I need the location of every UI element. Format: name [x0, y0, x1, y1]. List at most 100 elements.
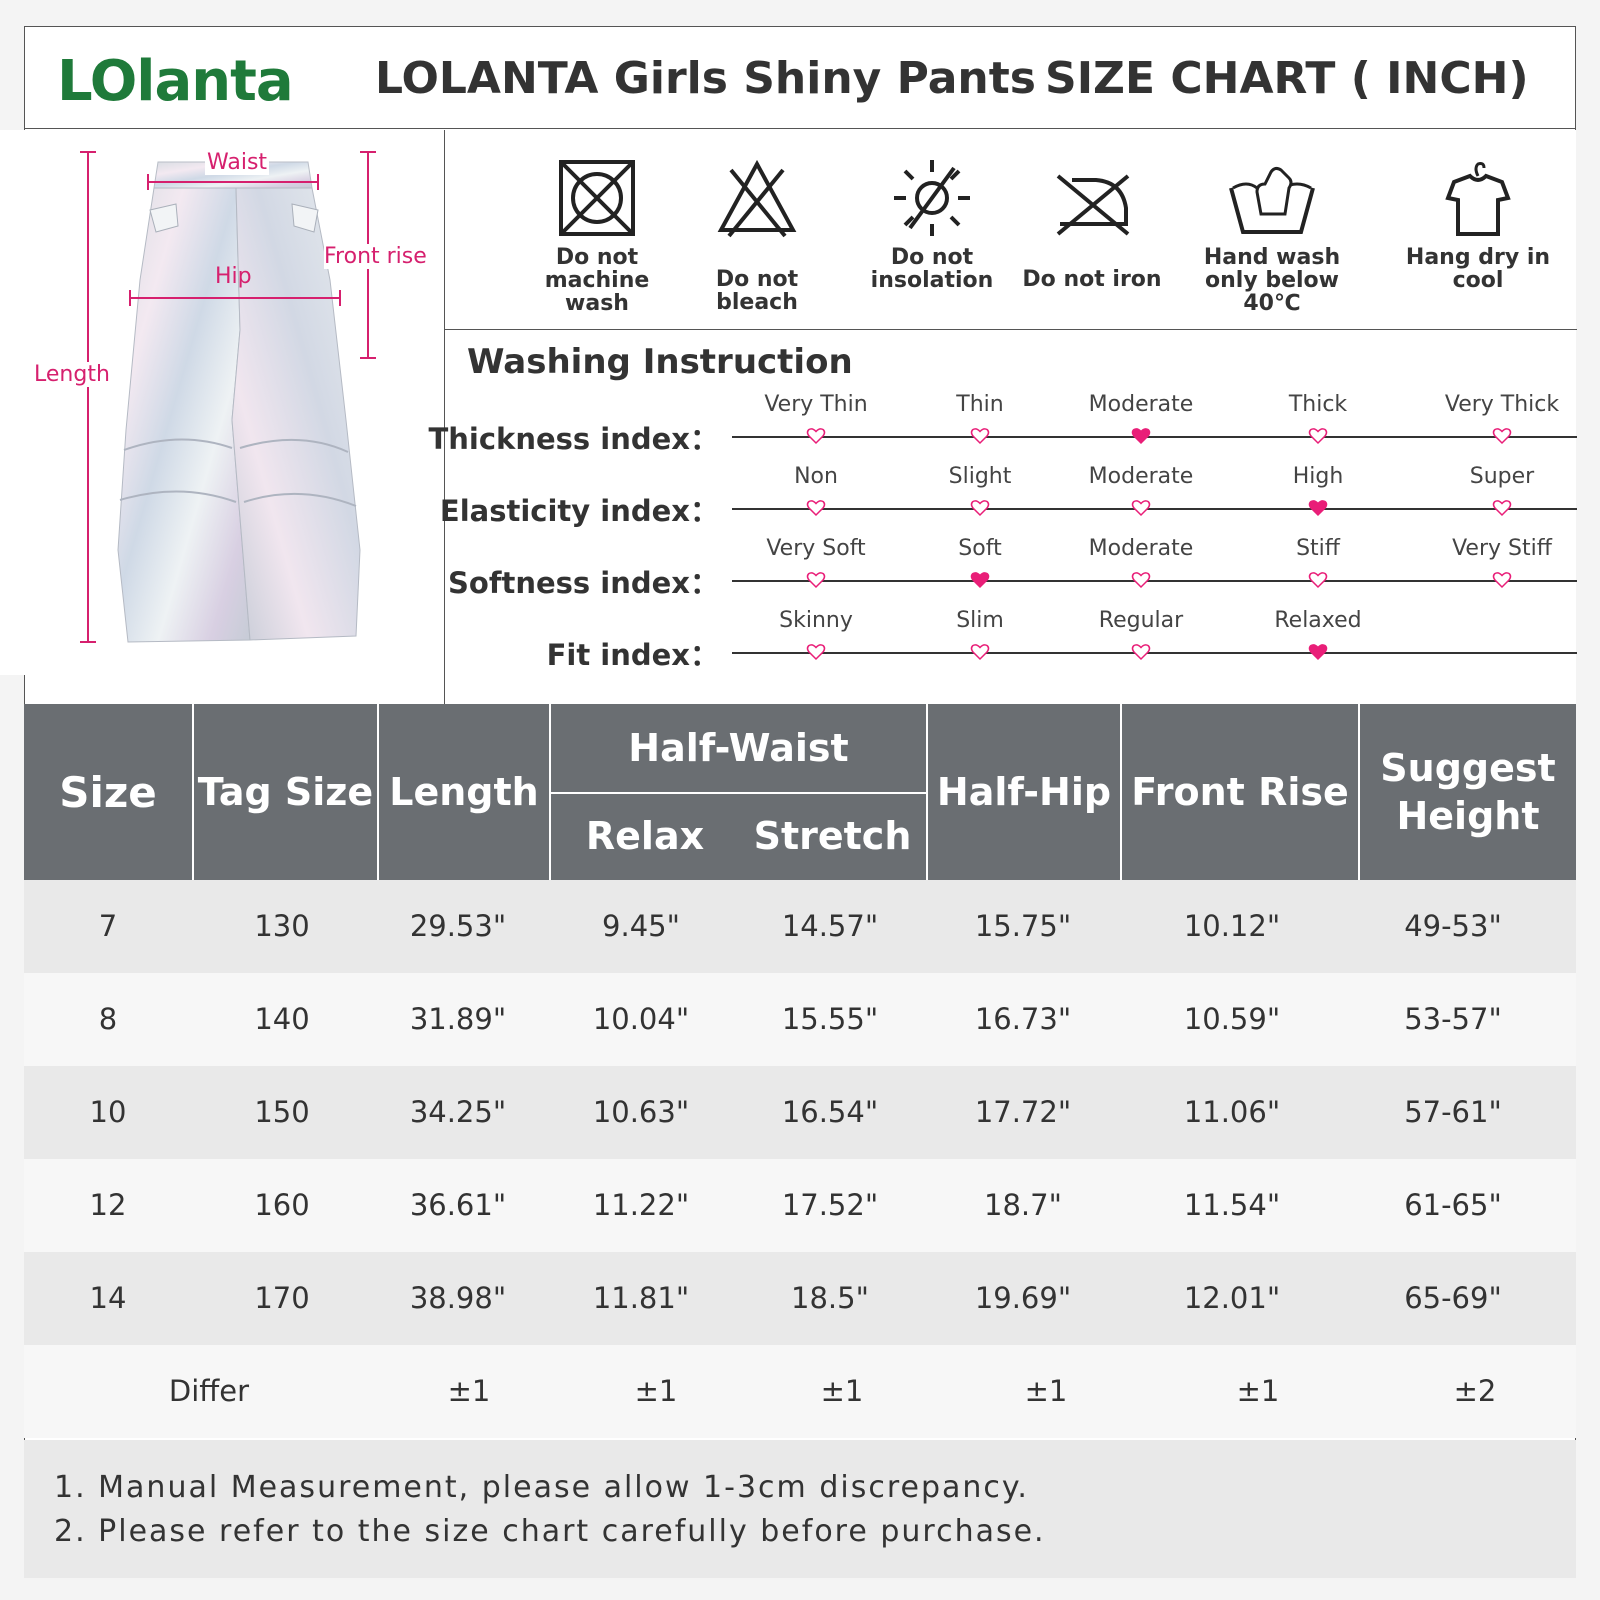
heart-outline-icon — [806, 644, 826, 661]
index-option-label: Super — [1469, 464, 1535, 489]
no-machine-wash-icon — [559, 160, 635, 236]
col-half-waist: Half-Waist — [628, 726, 849, 770]
index-option-label: Slim — [956, 608, 1004, 633]
index-label: Thickness index： — [428, 422, 720, 456]
index-scale-line — [732, 436, 1577, 438]
table-cell: 65-69" — [1404, 1281, 1502, 1315]
table-row: 8 140 31.89" 10.04" 15.55" 16.73" 10.59" 53-57" — [24, 973, 1576, 1066]
index-label: Softness index： — [448, 566, 719, 600]
index-option-label: Moderate — [1088, 392, 1194, 417]
heart-outline-icon — [1492, 500, 1512, 517]
index-option-label: Soft — [958, 536, 1002, 561]
table-cell: 34.25" — [409, 1095, 507, 1129]
heart-outline-icon — [970, 500, 990, 517]
table-cell: 150 — [254, 1095, 310, 1129]
index-option-label: High — [1292, 464, 1344, 489]
table-cell: 8 — [98, 1002, 118, 1036]
index-option-label: Stiff — [1296, 536, 1340, 561]
care-item-hand-wash: Hand wash only below 40℃ — [1187, 158, 1357, 315]
table-cell: 10.59" — [1183, 1002, 1281, 1036]
hang-dry-icon — [1445, 162, 1511, 236]
table-cell: 14.57" — [781, 909, 879, 943]
heart-outline-icon — [1131, 572, 1151, 589]
table-cell: 17.72" — [974, 1095, 1072, 1129]
front-rise-label: Front rise — [324, 244, 427, 269]
care-icons-row: Do not machine wash Do not bleach — [445, 130, 1577, 330]
table-header: Size Tag Size Length Half-Waist Relax St… — [24, 704, 1576, 880]
no-iron-icon — [1056, 174, 1130, 236]
divider — [377, 704, 379, 880]
table-cell: 10.63" — [592, 1095, 690, 1129]
table-cell: 9.45" — [602, 909, 680, 943]
index-option-label: Very Thick — [1444, 392, 1560, 417]
heart-filled-icon — [1308, 644, 1328, 661]
table-cell: 31.89" — [409, 1002, 507, 1036]
table-cell: 170 — [254, 1281, 310, 1315]
index-row: Elasticity index： Non Slight Moderate High Su… — [440, 464, 1577, 534]
index-option-label: Very Soft — [766, 536, 866, 561]
table-cell: 11.06" — [1183, 1095, 1281, 1129]
index-option-label: Thin — [956, 392, 1004, 417]
washing-instruction-title: Washing Instruction — [467, 342, 853, 382]
index-scale-line — [732, 580, 1577, 582]
index-scale-line — [732, 652, 1577, 654]
heart-outline-icon — [1131, 500, 1151, 517]
table-row: 10 150 34.25" 10.63" 16.54" 17.72" 11.06" 57-61… — [24, 1066, 1576, 1159]
pants-measurement-diagram: Waist Hip Front rise Length — [0, 130, 444, 675]
divider — [1358, 704, 1360, 880]
care-label: Do not insolation — [870, 245, 994, 293]
index-label: Fit index： — [546, 638, 719, 672]
index-option-label: Very Thin — [764, 392, 868, 417]
index-option-label: Very Stiff — [1452, 536, 1552, 561]
table-cell: 10 — [89, 1095, 127, 1129]
table-cell: 19.69" — [974, 1281, 1072, 1315]
differ-value: ±1 — [634, 1374, 678, 1408]
index-option-label: Relaxed — [1274, 608, 1362, 633]
heart-outline-icon — [970, 428, 990, 445]
heart-outline-icon — [1492, 428, 1512, 445]
care-item-no-iron: Do not iron — [1007, 158, 1177, 291]
index-option-label: Regular — [1098, 608, 1184, 633]
heart-outline-icon — [970, 644, 990, 661]
length-label: Length — [34, 362, 110, 387]
care-label: Do not machine wash — [544, 245, 650, 316]
index-option-label: Non — [794, 464, 838, 489]
pants-illustration — [80, 151, 376, 643]
heart-outline-icon — [1131, 644, 1151, 661]
note-1: 1. Manual Measurement, please allow 1-3c… — [54, 1470, 1029, 1505]
care-label: Hang dry in cool — [1405, 245, 1551, 293]
index-scale-line — [732, 508, 1577, 510]
heart-outline-icon — [806, 572, 826, 589]
table-row: 7 130 29.53" 9.45" 14.57" 15.75" 10.12" 49-53" — [24, 880, 1576, 973]
index-option-label: Moderate — [1088, 536, 1194, 561]
index-row: Thickness index： Very Thin Thin Moderate Thi… — [429, 392, 1577, 462]
differ-value: ±1 — [1236, 1374, 1280, 1408]
care-item-no-bleach: Do not bleach — [672, 158, 842, 314]
notes-box: 1. Manual Measurement, please allow 1-3c… — [24, 1440, 1576, 1578]
table-cell: 160 — [254, 1188, 310, 1222]
col-stretch: Stretch — [753, 814, 912, 858]
care-label: Do not iron — [1022, 267, 1162, 292]
table-row: 12 160 36.61" 11.22" 17.52" 18.7" 11.54" 61-65" — [24, 1159, 1576, 1252]
table-cell: 11.81" — [592, 1281, 690, 1315]
table-cell: 14 — [89, 1281, 127, 1315]
table-cell: 11.54" — [1183, 1188, 1281, 1222]
differ-value: ±1 — [820, 1374, 864, 1408]
table-cell: 53-57" — [1404, 1002, 1502, 1036]
table-cell: 12 — [89, 1188, 127, 1222]
brand-logo: LOlanta — [57, 49, 294, 114]
table-cell: 49-53" — [1404, 909, 1502, 943]
heart-outline-icon — [806, 500, 826, 517]
heart-outline-icon — [806, 428, 826, 445]
table-cell: 16.73" — [974, 1002, 1072, 1036]
col-tag-size: Tag Size — [197, 770, 374, 814]
table-row: 14 170 38.98" 11.81" 18.5" 19.69" 12.01" 65-69" — [24, 1252, 1576, 1345]
differ-value: ±1 — [1024, 1374, 1068, 1408]
care-item-no-machine-wash: Do not machine wash — [512, 158, 682, 315]
heart-outline-icon — [1492, 572, 1512, 589]
heart-filled-icon — [1308, 500, 1328, 517]
table-cell: 18.5" — [791, 1281, 869, 1315]
table-cell: 12.01" — [1183, 1281, 1281, 1315]
table-cell: 17.52" — [781, 1188, 879, 1222]
divider — [192, 704, 194, 880]
